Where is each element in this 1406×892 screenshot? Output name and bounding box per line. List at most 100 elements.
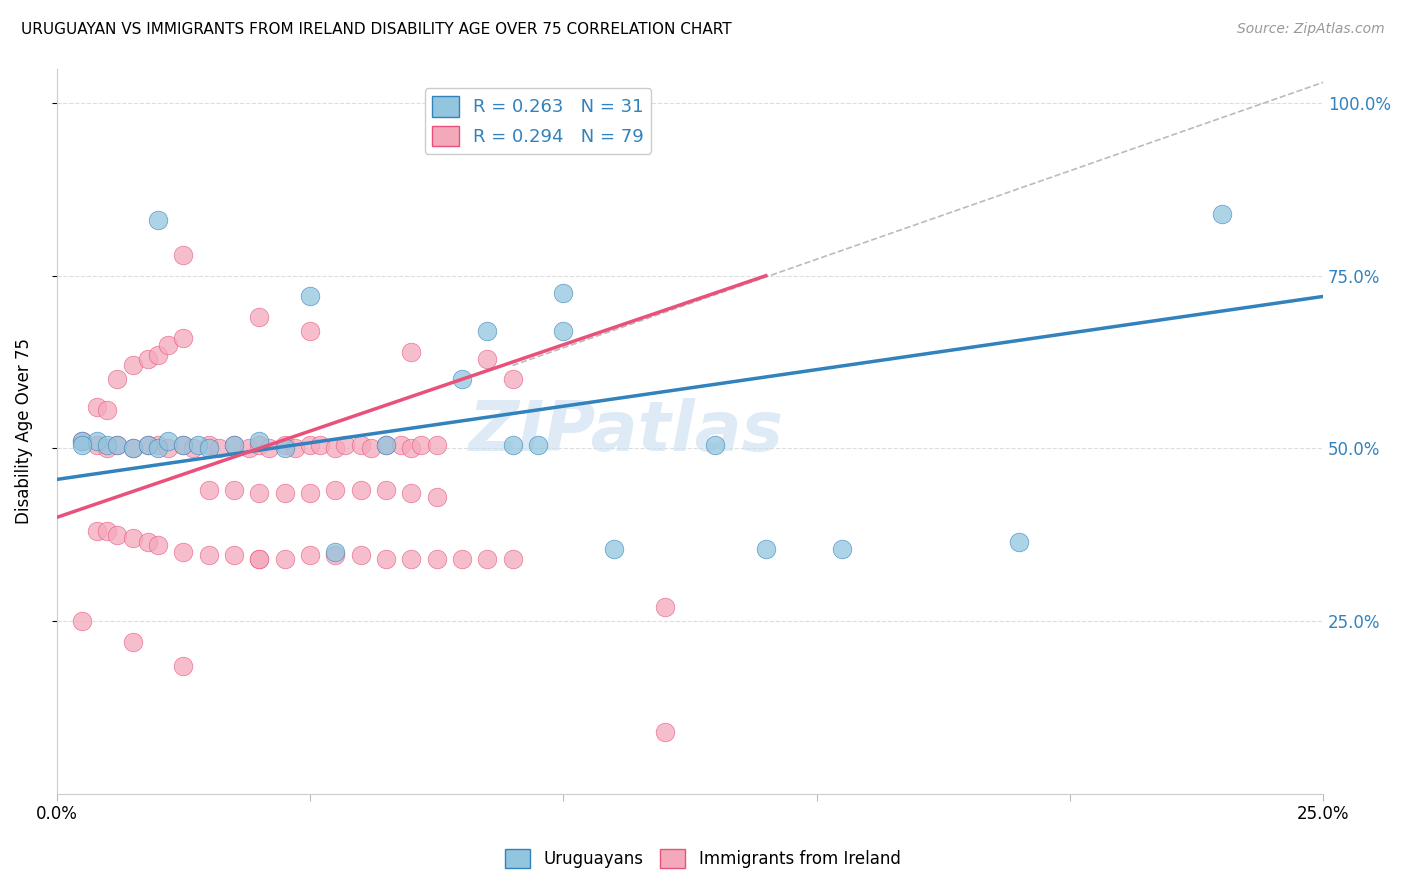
Point [197,438,219,452]
Point [172,438,194,452]
Point [298,324,321,338]
Point [70,434,93,449]
Point [553,324,575,338]
Point [247,486,270,500]
Point [477,351,499,366]
Point [70,614,93,628]
Point [121,442,143,456]
Point [247,434,270,449]
Point [96,438,118,452]
Point [1211,206,1233,220]
Point [121,531,143,545]
Point [451,552,474,566]
Point [451,372,474,386]
Point [755,541,778,556]
Point [172,331,194,345]
Point [121,359,143,373]
Point [298,486,321,500]
Point [298,549,321,563]
Point [411,438,433,452]
Point [86,438,108,452]
Point [273,438,295,452]
Point [335,438,357,452]
Point [172,438,194,452]
Point [399,552,422,566]
Legend: Uruguayans, Immigrants from Ireland: Uruguayans, Immigrants from Ireland [499,842,907,875]
Point [323,483,346,497]
Point [157,434,180,449]
Point [426,552,449,566]
Point [399,442,422,456]
Y-axis label: Disability Age Over 75: Disability Age Over 75 [15,338,32,524]
Point [309,438,332,452]
Legend: R = 0.263   N = 31, R = 0.294   N = 79: R = 0.263 N = 31, R = 0.294 N = 79 [425,88,651,153]
Point [86,400,108,414]
Point [107,438,129,452]
Text: URUGUAYAN VS IMMIGRANTS FROM IRELAND DISABILITY AGE OVER 75 CORRELATION CHART: URUGUAYAN VS IMMIGRANTS FROM IRELAND DIS… [21,22,731,37]
Point [831,541,853,556]
Point [107,372,129,386]
Point [197,549,219,563]
Point [136,438,159,452]
Point [157,442,180,456]
Point [197,483,219,497]
Point [273,486,295,500]
Point [374,483,396,497]
Point [704,438,727,452]
Point [208,442,231,456]
Point [247,552,270,566]
Point [1008,534,1031,549]
Point [502,372,524,386]
Point [238,442,260,456]
Point [247,438,270,452]
Point [146,348,169,362]
Point [86,524,108,539]
Point [70,438,93,452]
Text: ZIPatlas: ZIPatlas [470,398,785,465]
Point [157,338,180,352]
Point [107,527,129,541]
Point [136,534,159,549]
Point [374,552,396,566]
Text: Source: ZipAtlas.com: Source: ZipAtlas.com [1237,22,1385,37]
Point [70,434,93,449]
Point [273,552,295,566]
Point [323,442,346,456]
Point [399,344,422,359]
Point [360,442,382,456]
Point [399,486,422,500]
Point [349,483,371,497]
Point [187,438,209,452]
Point [146,213,169,227]
Point [107,438,129,452]
Point [603,541,626,556]
Point [298,289,321,303]
Point [222,549,245,563]
Point [527,438,550,452]
Point [146,438,169,452]
Point [183,442,205,456]
Point [136,351,159,366]
Point [298,438,321,452]
Point [146,442,169,456]
Point [121,634,143,648]
Point [96,524,118,539]
Point [222,483,245,497]
Point [349,549,371,563]
Point [222,438,245,452]
Point [553,285,575,300]
Point [247,552,270,566]
Point [654,724,676,739]
Point [172,659,194,673]
Point [96,442,118,456]
Point [96,403,118,417]
Point [197,442,219,456]
Point [121,442,143,456]
Point [426,438,449,452]
Point [323,545,346,559]
Point [426,490,449,504]
Point [389,438,412,452]
Point [477,552,499,566]
Point [502,552,524,566]
Point [323,549,346,563]
